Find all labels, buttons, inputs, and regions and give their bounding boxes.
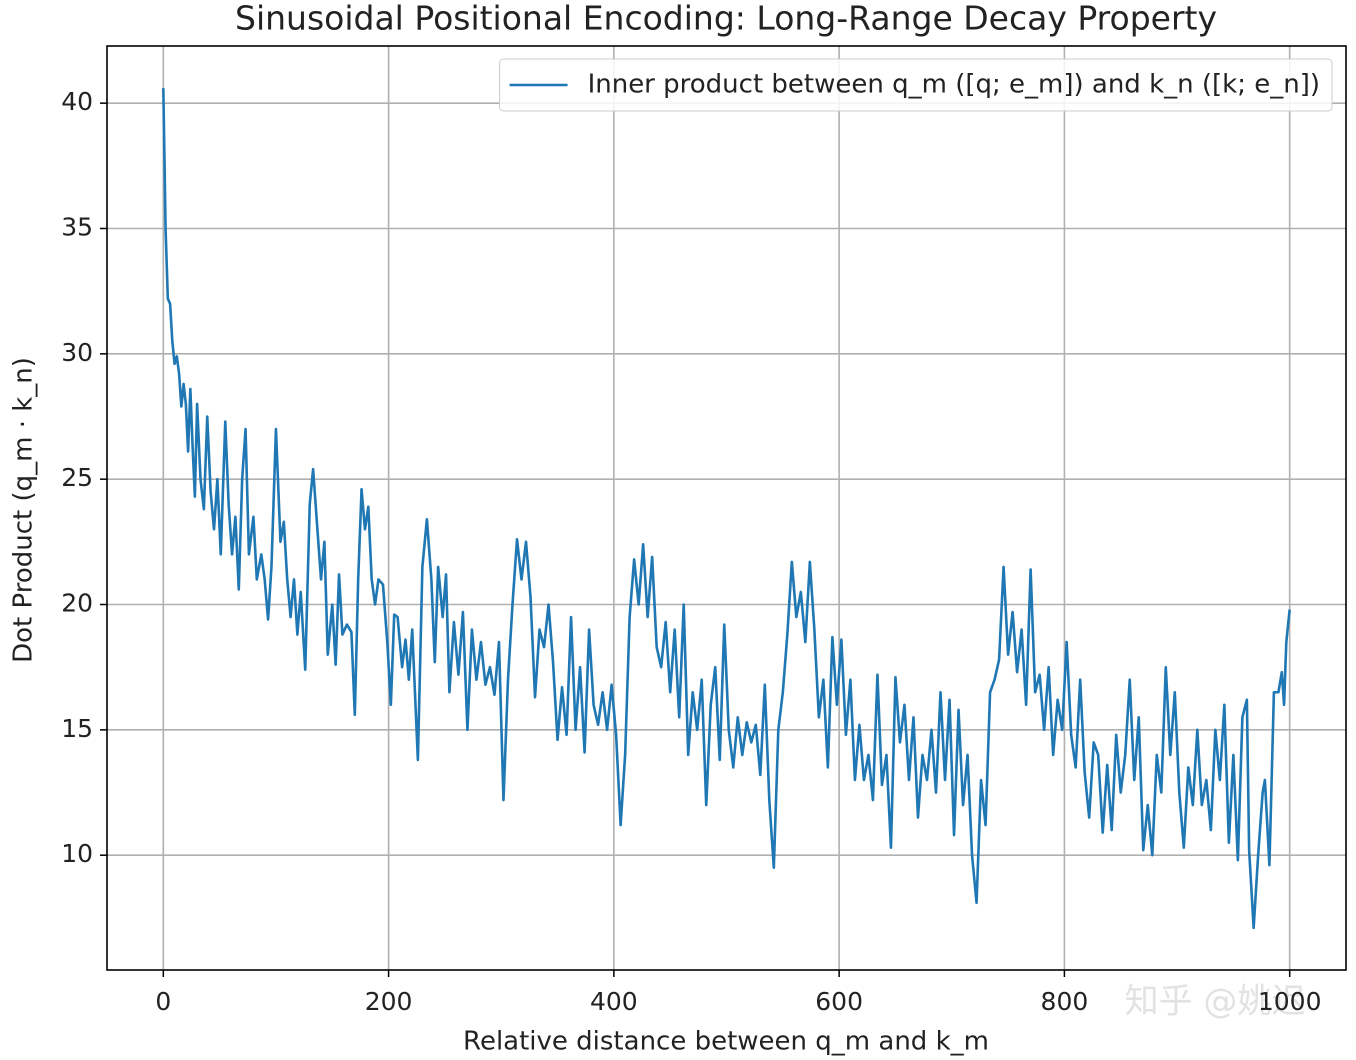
y-tick-label: 30	[61, 338, 93, 367]
x-tick-label: 800	[1041, 987, 1089, 1016]
x-tick-label: 1000	[1258, 987, 1322, 1016]
watermark: 知乎 @姚迟	[1125, 982, 1306, 1022]
x-tick-label: 200	[365, 987, 413, 1016]
legend-box	[499, 58, 1333, 112]
y-tick-label: 15	[61, 714, 93, 743]
x-tick-label: 600	[815, 987, 863, 1016]
x-axis-label: Relative distance between q_m and k_m	[463, 1027, 989, 1057]
x-tick-label: 0	[155, 987, 171, 1016]
y-axis-label: Dot Product (q_m · k_n)	[9, 357, 39, 663]
y-tick-label: 10	[61, 839, 93, 868]
x-tick-label: 400	[590, 987, 638, 1016]
data-line	[162, 88, 1291, 930]
plot-frame	[106, 45, 1347, 971]
y-tick-label: 25	[61, 463, 93, 492]
chart-title: Sinusoidal Positional Encoding: Long-Ran…	[235, 0, 1217, 38]
y-tick-label: 35	[61, 212, 93, 241]
y-tick-label: 20	[61, 589, 93, 618]
legend: Inner product between q_m ([q; e_m]) and…	[499, 58, 1333, 112]
legend-label: Inner product between q_m ([q; e_m]) and…	[588, 70, 1320, 100]
y-tick-label: 40	[61, 87, 93, 116]
